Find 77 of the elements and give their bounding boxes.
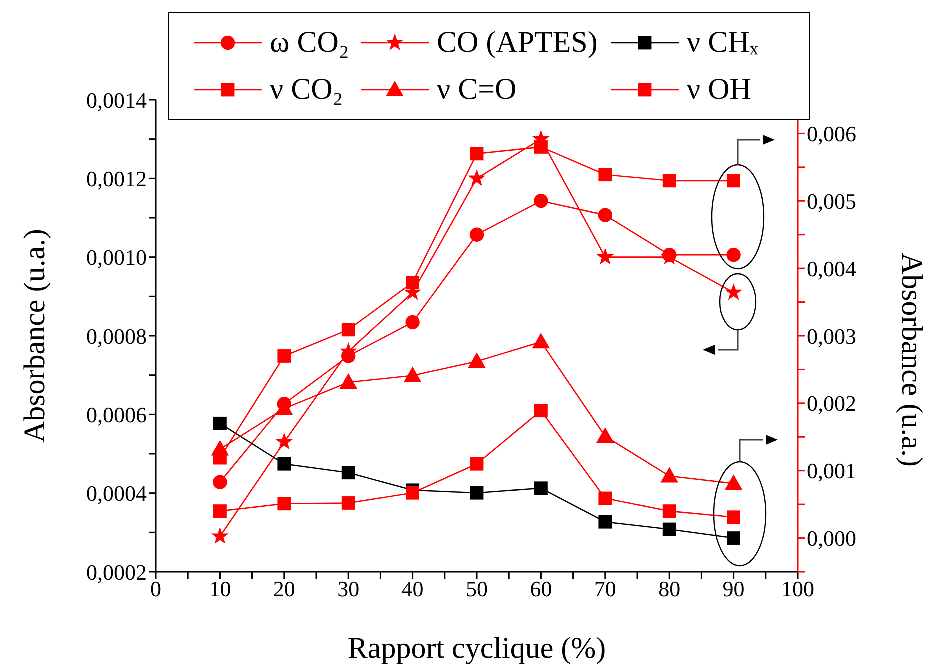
point [470, 457, 484, 471]
point [212, 528, 228, 544]
y-tick-label: 0,0010 [86, 245, 147, 270]
point [726, 248, 741, 262]
point [404, 367, 422, 382]
point [468, 353, 486, 368]
point [212, 440, 229, 456]
x-tick-label: 20 [273, 576, 296, 602]
y-tick-label: 0,0014 [86, 88, 147, 113]
point [534, 482, 548, 496]
point [470, 147, 484, 161]
point [276, 434, 292, 450]
legend-label: ν OH [687, 73, 752, 107]
point [468, 170, 486, 186]
legend-label: ν CO₂ [270, 73, 344, 107]
point [727, 510, 740, 524]
y-axis-title: Absorbance (u.a.) [18, 228, 52, 444]
y2-axis-title: Absorbance (u.a.) [896, 252, 928, 468]
point [598, 515, 612, 529]
y-tick-label: 0,0002 [86, 560, 147, 585]
y2-tick-label: 0,002 [807, 391, 856, 416]
point [278, 350, 292, 363]
point [470, 228, 484, 242]
x-tick-label: 80 [658, 576, 681, 602]
point [214, 504, 227, 518]
point [406, 276, 420, 290]
legend-label: ν CHₓ [687, 26, 758, 60]
point [662, 504, 676, 518]
y2-tick-label: 0,003 [807, 324, 856, 349]
y-tick-label: 0,0004 [86, 481, 147, 506]
x-tick-label: 60 [530, 576, 552, 602]
point [214, 416, 227, 430]
point [598, 168, 612, 182]
point [662, 174, 676, 188]
x-tick-label: 30 [338, 576, 360, 602]
point [598, 208, 612, 222]
point [470, 486, 484, 500]
point [213, 475, 228, 490]
x-tick-label: 90 [722, 576, 745, 602]
legend-label: ω CO₂ [270, 26, 350, 60]
y-tick-label: 0,0012 [86, 166, 147, 192]
y2-tick-label: 0,005 [807, 188, 856, 214]
x-tick-label: 10 [209, 576, 232, 602]
point [598, 492, 612, 506]
point [596, 428, 614, 443]
x-tick-label: 70 [594, 576, 616, 602]
y-tick-label: 0,0008 [86, 324, 147, 349]
x-tick-label: 50 [466, 576, 488, 602]
point [342, 496, 356, 510]
point [340, 374, 358, 390]
point [278, 457, 292, 471]
point [726, 284, 742, 300]
y2-tick-label: 0,006 [807, 122, 856, 147]
point [597, 248, 614, 264]
y2-tick-label: 0,000 [807, 526, 856, 552]
point [662, 522, 676, 536]
point [342, 323, 356, 337]
point [406, 315, 420, 330]
point [534, 404, 548, 418]
point [406, 486, 420, 500]
point [278, 497, 292, 511]
x-tick-label: 100 [782, 576, 814, 602]
point [342, 466, 356, 480]
point [727, 174, 740, 188]
legend-label: ν C=O [437, 73, 517, 107]
legend-label: CO (APTES) [437, 26, 598, 60]
point [725, 475, 742, 490]
x-tick-label: 40 [402, 576, 424, 602]
x-tick-label: 0 [150, 576, 162, 602]
point [532, 334, 550, 349]
point [534, 194, 548, 208]
y2-tick-label: 0,001 [807, 458, 856, 484]
y2-tick-label: 0,004 [807, 256, 856, 282]
point [534, 140, 548, 154]
y-tick-label: 0,0006 [86, 402, 147, 428]
point [661, 468, 678, 483]
point [727, 532, 740, 545]
